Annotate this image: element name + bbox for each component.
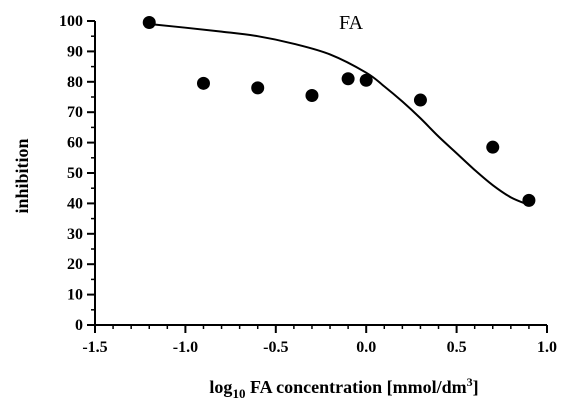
data-point [413, 93, 427, 107]
data-point [359, 73, 373, 87]
y-tick-label: 30 [67, 226, 83, 243]
data-point [305, 88, 319, 102]
fit-curve [149, 23, 530, 206]
y-tick-label: 10 [67, 287, 83, 304]
y-tick-label: 0 [75, 317, 83, 334]
data-point [142, 16, 156, 30]
data-points [142, 16, 536, 207]
x-axis-title-suffix: ] [473, 377, 479, 397]
y-tick-label: 70 [67, 104, 83, 121]
x-tick-label: 0.5 [447, 339, 467, 356]
x-axis-title-subscript: 10 [232, 386, 245, 401]
data-point [196, 76, 210, 90]
y-tick-label: 20 [67, 256, 83, 273]
x-tick-label: -0.5 [263, 339, 288, 356]
chart-title: FA [339, 12, 364, 34]
y-tick-label: 80 [67, 74, 83, 91]
y-axis-title: inhibition [12, 138, 32, 213]
data-point [522, 193, 536, 207]
y-tick-label: 100 [59, 13, 83, 30]
y-tick-label: 40 [67, 195, 83, 212]
fit-curve-layer [149, 23, 530, 206]
x-axis-title-main: FA concentration [mmol/dm [245, 377, 466, 397]
x-axis-title-superscript: 3 [467, 375, 473, 389]
x-tick-label: 1.0 [537, 339, 557, 356]
data-point [486, 140, 500, 154]
x-tick-label: -1.5 [82, 339, 107, 356]
x-tick-label: -1.0 [173, 339, 198, 356]
data-point [341, 72, 355, 86]
y-tick-label: 60 [67, 135, 83, 152]
y-tick-label: 50 [67, 165, 83, 182]
data-point [251, 81, 265, 95]
x-tick-label: 0.0 [356, 339, 376, 356]
axes: 0 10 20 30 40 50 60 70 80 90 100 -1.5 -1.0 -0.5 0.0 0.5… [59, 13, 557, 356]
x-axis-title: log10 FA concentration [mmol/dm3] [209, 375, 478, 401]
y-tick-label: 90 [67, 43, 83, 60]
x-axis-title-prefix: log [209, 377, 232, 397]
